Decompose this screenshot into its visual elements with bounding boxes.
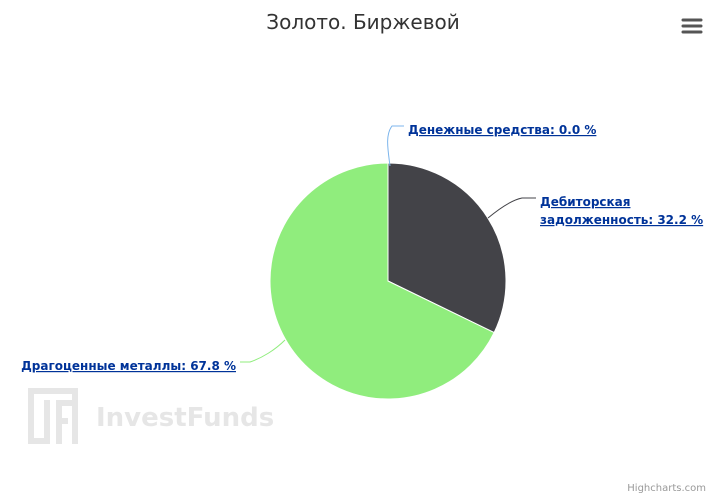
highcharts-credits[interactable]: Highcharts.com xyxy=(627,483,706,493)
connector-3 xyxy=(240,339,286,363)
investfunds-logo xyxy=(28,388,78,444)
watermark-text: InvestFunds xyxy=(96,403,274,433)
data-label-line: задолженность: 32.2 % xyxy=(540,213,703,227)
data-label-line: Дебиторская xyxy=(540,195,630,209)
data-labels: Денежные средства: 0.0 % Дебиторская задол… xyxy=(21,123,703,373)
connector-2 xyxy=(487,197,536,219)
pie-slices xyxy=(269,162,507,400)
data-label-connectors xyxy=(240,125,536,363)
data-label-1[interactable]: Денежные средства: 0.0 % xyxy=(408,123,596,137)
connector-1 xyxy=(387,125,404,167)
hamburger-menu-icon xyxy=(681,18,703,34)
investfunds-watermark: InvestFunds xyxy=(28,388,274,444)
chart-menu-button[interactable] xyxy=(676,14,706,40)
pie-slice-3[interactable] xyxy=(269,162,495,400)
data-label-2[interactable]: Дебиторская задолженность: 32.2 % xyxy=(540,195,703,227)
pie-slice-2[interactable] xyxy=(387,162,507,334)
chart-title: Золото. Биржевой xyxy=(266,10,459,34)
data-label-3[interactable]: Драгоценные металлы: 67.8 % xyxy=(21,359,236,373)
